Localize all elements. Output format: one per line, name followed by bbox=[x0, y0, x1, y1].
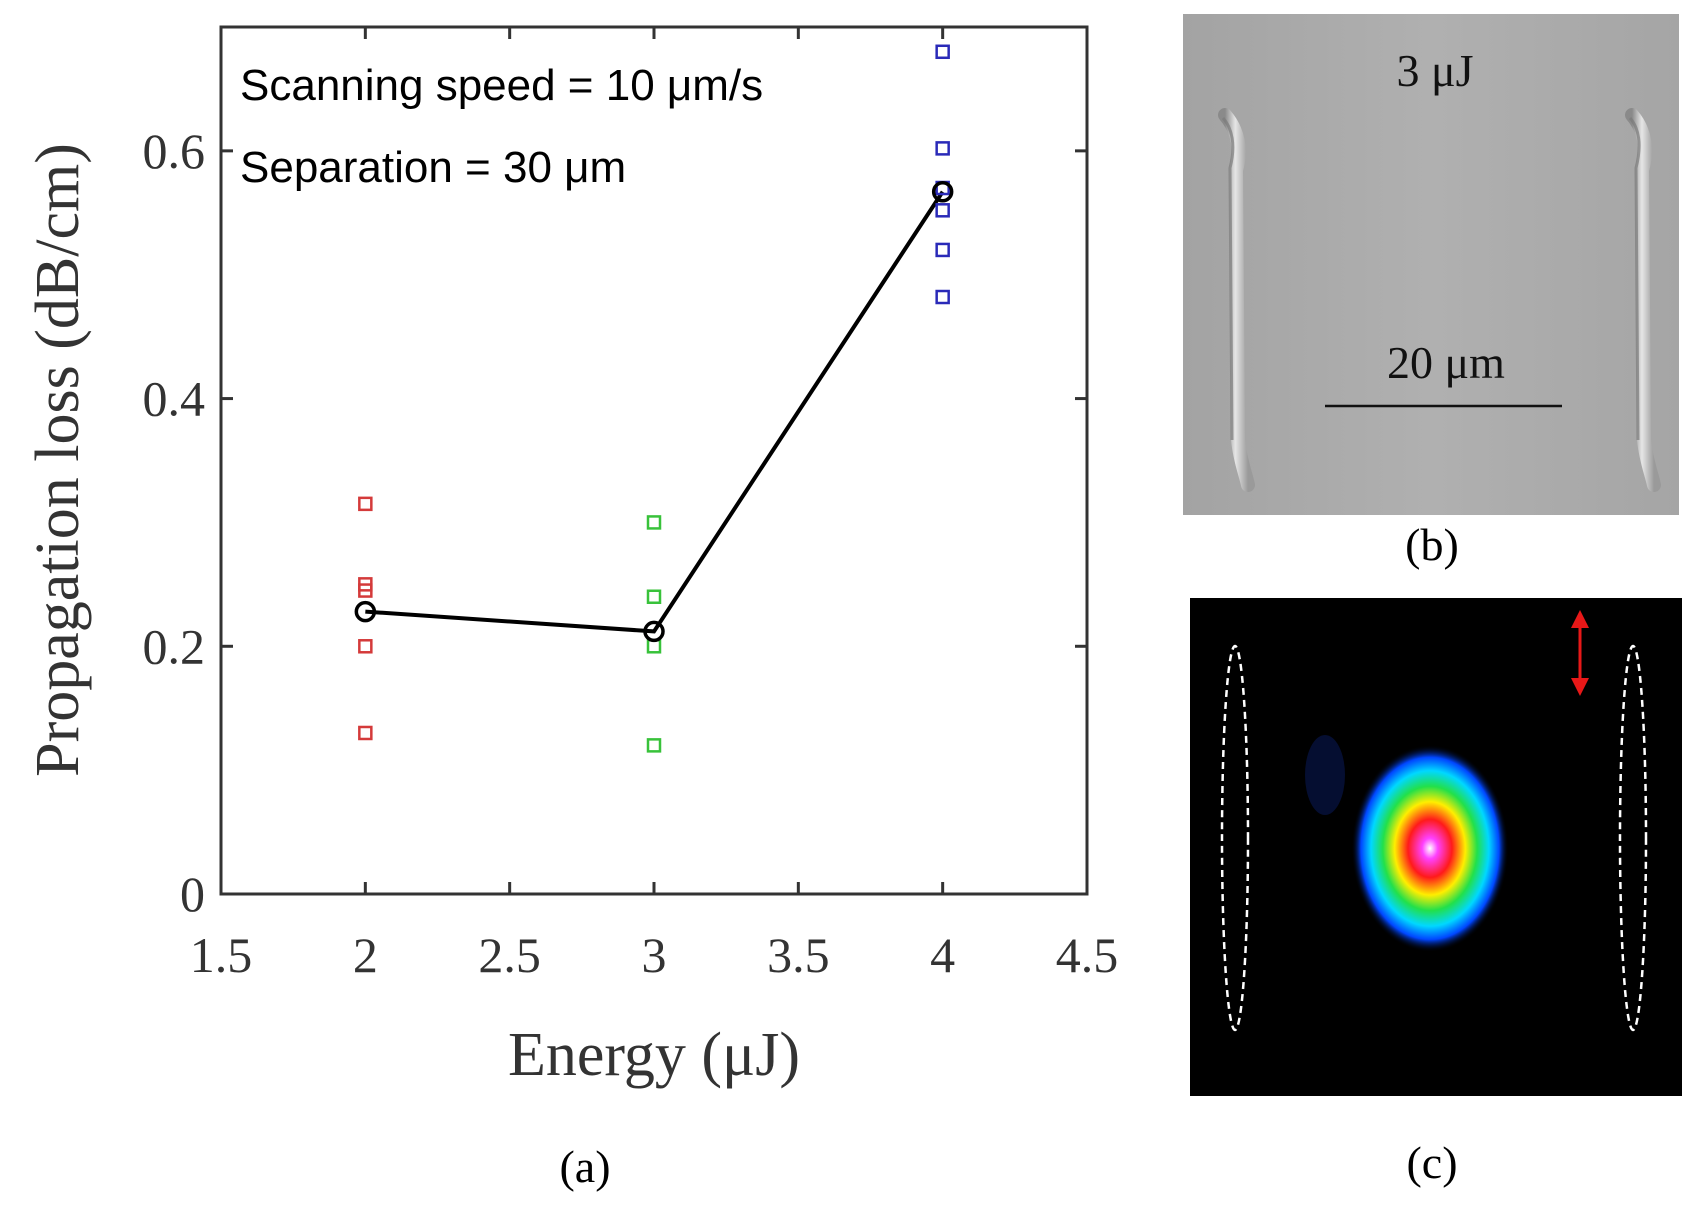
data-point-mean bbox=[931, 180, 954, 203]
data-point-square bbox=[646, 589, 662, 604]
y-tick-label: 0.6 bbox=[143, 123, 206, 179]
x-axis-label: Energy (μJ) bbox=[508, 1021, 800, 1089]
x-tick-label: 2.5 bbox=[478, 927, 541, 983]
axis-ticks bbox=[219, 27, 1089, 896]
y-tick-label: 0.2 bbox=[143, 618, 206, 674]
x-tick-label: 1.5 bbox=[190, 927, 253, 983]
double-headed-arrow-icon bbox=[1571, 610, 1589, 696]
y-axis-label: Propagation loss (dB/cm) bbox=[24, 143, 92, 777]
data-point-mean bbox=[354, 600, 377, 623]
y-tick-label: 0 bbox=[180, 866, 205, 922]
data-point-square bbox=[358, 639, 373, 654]
waveguide-outline-right bbox=[1618, 644, 1648, 1032]
waveguide-outline-left bbox=[1220, 644, 1250, 1032]
data-point-square bbox=[935, 203, 950, 218]
micrograph-energy-label: 3 μJ bbox=[1396, 45, 1473, 96]
data-point-square bbox=[935, 242, 950, 258]
x-tick-label: 4 bbox=[930, 927, 955, 983]
data-point-square bbox=[646, 515, 662, 530]
plot-frame bbox=[219, 25, 1089, 896]
data-point-mean bbox=[643, 620, 665, 643]
data-point-square bbox=[358, 496, 373, 512]
panel-label-a: (a) bbox=[559, 1141, 610, 1192]
mode-profile-panel: (c) bbox=[1190, 598, 1682, 1188]
x-tick-label: 4.5 bbox=[1056, 927, 1119, 983]
scatter-markers bbox=[354, 44, 954, 753]
propagation-loss-chart: 1.5 2 2.5 3 3.5 4 4.5 0 0.2 0.4 0.6 Scanning spee… bbox=[24, 25, 1119, 1192]
mean-series bbox=[365, 190, 945, 634]
panel-label-b: (b) bbox=[1405, 519, 1459, 570]
data-point-square bbox=[935, 141, 950, 156]
data-point-square bbox=[646, 738, 662, 753]
x-tick-label: 3.5 bbox=[767, 927, 830, 983]
x-tick-label: 2 bbox=[353, 927, 378, 983]
data-point-square bbox=[358, 583, 373, 598]
y-tick-labels: 0 0.2 0.4 0.6 bbox=[143, 123, 206, 922]
mode-spot bbox=[1351, 744, 1509, 952]
data-point-square bbox=[358, 725, 373, 741]
right-track bbox=[1625, 108, 1661, 492]
scale-bar-label: 20 μm bbox=[1387, 337, 1505, 388]
y-tick-label: 0.4 bbox=[143, 371, 206, 427]
micrograph-image bbox=[1183, 14, 1679, 515]
mean-line bbox=[365, 190, 945, 634]
x-tick-labels: 1.5 2 2.5 3 3.5 4 4.5 bbox=[190, 927, 1119, 983]
panel-label-c: (c) bbox=[1406, 1137, 1457, 1188]
data-point-square bbox=[935, 44, 950, 60]
left-track bbox=[1218, 108, 1255, 492]
data-point-square bbox=[935, 289, 950, 305]
annotation-scanning-speed: Scanning speed = 10 μm/s bbox=[240, 61, 763, 110]
annotation-separation: Separation = 30 μm bbox=[240, 143, 626, 192]
x-tick-label: 3 bbox=[642, 927, 667, 983]
micrograph-panel: 3 μJ 20 μm (b) bbox=[1183, 14, 1679, 570]
faint-left-glow bbox=[1305, 735, 1345, 815]
